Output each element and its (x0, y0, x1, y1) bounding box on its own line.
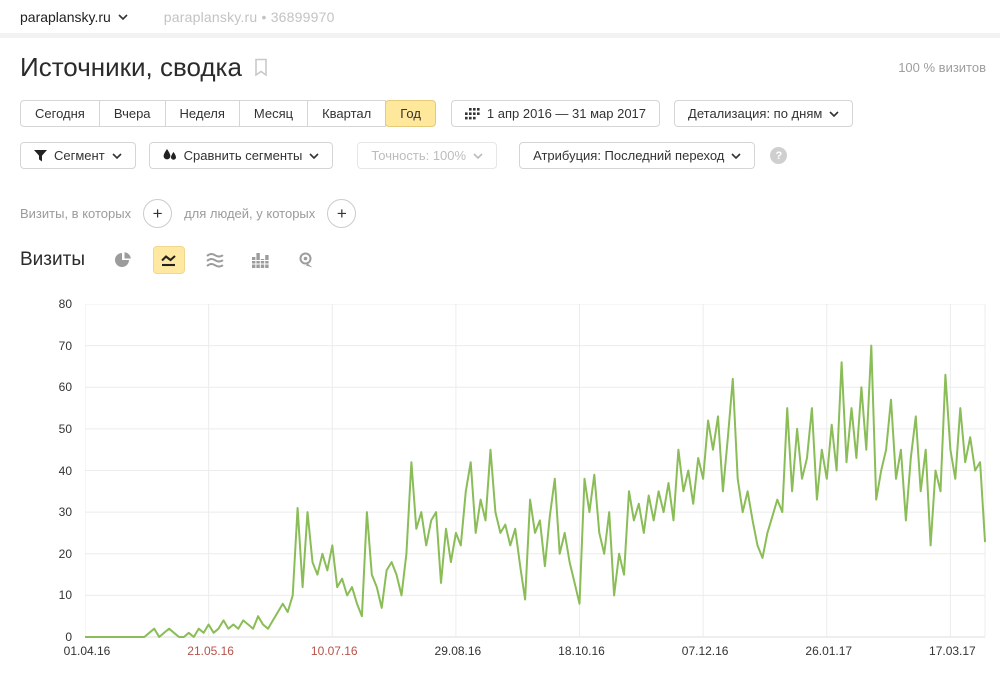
y-axis-tick-label: 10 (58, 588, 72, 603)
chevron-down-icon (473, 152, 483, 159)
line-chart-icon[interactable] (152, 246, 185, 274)
add-people-condition-button[interactable]: + (327, 199, 357, 228)
site-switcher[interactable]: paraplansky.ru (20, 9, 128, 25)
map-chart-icon[interactable] (291, 246, 323, 274)
y-axis-tick-label: 70 (58, 338, 72, 353)
date-range-button[interactable]: 1 апр 2016 — 31 мар 2017 (450, 100, 661, 127)
segment-button[interactable]: Сегмент (20, 142, 136, 169)
x-axis-tick-label: 17.03.17 (929, 644, 976, 658)
people-filter-label: для людей, у которых (184, 206, 316, 221)
tab-quarter[interactable]: Квартал (307, 100, 387, 127)
visits-share-label: 100 % визитов (898, 60, 986, 75)
x-axis-tick-label: 01.04.16 (63, 644, 111, 658)
header-separator (0, 33, 1000, 38)
compare-segments-button[interactable]: Сравнить сегменты (148, 142, 334, 169)
chevron-down-icon (112, 152, 122, 159)
attribution-button[interactable]: Атрибуция: Последний переход (519, 142, 756, 169)
y-axis-tick-label: 60 (58, 380, 72, 395)
counter-bullet: • (261, 8, 267, 25)
funnel-icon (34, 149, 47, 161)
counter-info: paraplansky.ru • 36899970 (164, 9, 335, 25)
help-icon[interactable]: ? (770, 147, 788, 164)
chevron-down-icon (309, 152, 319, 159)
accuracy-label: Точность: 100% (371, 148, 467, 163)
stacked-chart-icon[interactable] (199, 246, 231, 274)
tab-today[interactable]: Сегодня (20, 100, 100, 127)
x-axis-tick-label: 10.07.16 (310, 644, 358, 658)
y-axis-tick-label: 50 (58, 421, 72, 436)
counter-id: 36899970 (270, 8, 335, 25)
add-visit-condition-button[interactable]: + (143, 199, 173, 228)
y-axis-tick-label: 30 (58, 505, 72, 520)
site-switcher-label: paraplansky.ru (20, 8, 111, 25)
y-axis-tick-label: 0 (65, 630, 72, 644)
page-title: Источники, сводка (20, 52, 242, 82)
pie-chart-icon[interactable] (107, 246, 139, 274)
compare-drops-icon (163, 149, 176, 160)
x-axis-tick-label: 29.08.16 (434, 644, 482, 658)
accuracy-button: Точность: 100% (357, 142, 498, 169)
segment-label: Сегмент (54, 148, 105, 163)
chevron-down-icon (118, 13, 128, 20)
chevron-down-icon (731, 152, 741, 159)
y-axis-tick-label: 80 (58, 297, 72, 311)
detailing-label: Детализация: по дням (688, 106, 823, 121)
detailing-button[interactable]: Детализация: по дням (674, 100, 854, 127)
attribution-label: Атрибуция: Последний переход (533, 148, 725, 163)
top-bar: paraplansky.ru paraplansky.ru • 36899970 (0, 0, 1000, 33)
tab-yesterday[interactable]: Вчера (98, 100, 166, 127)
visits-filter-label: Визиты, в которых (20, 206, 132, 221)
tab-month[interactable]: Месяц (238, 100, 309, 127)
x-axis-tick-label: 07.12.16 (681, 644, 729, 658)
calendar-dots-icon (464, 107, 480, 119)
columns-chart-icon[interactable] (245, 246, 277, 274)
compare-segments-label: Сравнить сегменты (183, 148, 303, 163)
counter-site: paraplansky.ru (163, 8, 258, 25)
x-axis-tick-label: 21.05.16 (187, 644, 234, 658)
visits-line-chart[interactable]: 0 10 20 30 40 50 60 70 80 01.04.16 21.05.16 10.07.1… (20, 296, 992, 676)
visits-series-line (85, 344, 986, 638)
chevron-down-icon (829, 110, 839, 117)
date-range-label: 1 апр 2016 — 31 мар 2017 (486, 106, 647, 121)
x-axis-tick-label: 18.10.16 (558, 644, 605, 658)
bookmark-icon[interactable] (254, 58, 268, 77)
tab-week[interactable]: Неделя (164, 100, 240, 127)
metric-title: Визиты (20, 249, 85, 270)
y-axis-tick-label: 40 (58, 463, 72, 478)
tab-year[interactable]: Год (385, 100, 436, 127)
y-axis-tick-label: 20 (58, 546, 72, 561)
plot-area[interactable] (85, 304, 987, 639)
x-axis-tick-label: 26.01.17 (805, 644, 853, 658)
